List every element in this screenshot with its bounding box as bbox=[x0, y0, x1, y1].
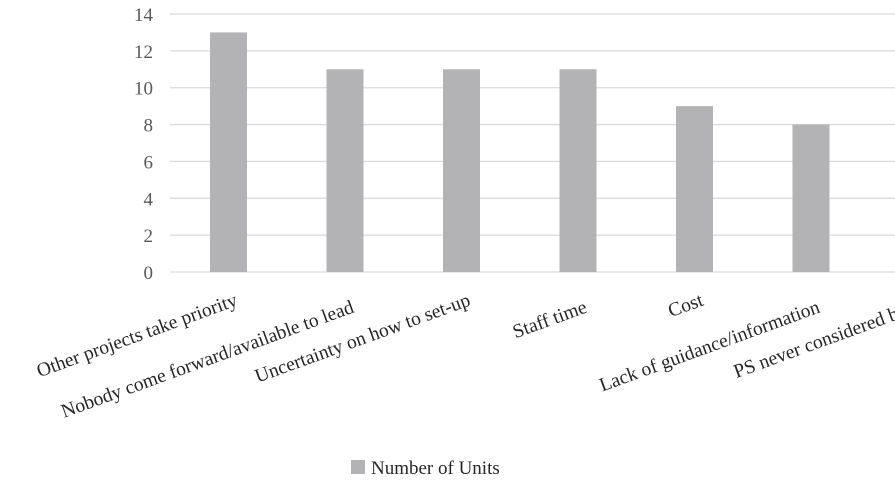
y-tick-label: 12 bbox=[134, 42, 153, 63]
y-axis-ticks: 0 2 4 6 8 10 12 14 bbox=[134, 5, 154, 284]
bar bbox=[559, 69, 597, 273]
bar bbox=[326, 69, 364, 273]
y-tick-label: 0 bbox=[144, 263, 154, 284]
y-tick-label: 2 bbox=[144, 226, 154, 247]
legend-swatch bbox=[351, 460, 365, 474]
gridlines bbox=[170, 13, 895, 273]
y-tick-label: 4 bbox=[144, 189, 154, 210]
y-tick-label: 6 bbox=[144, 152, 154, 173]
bars bbox=[210, 32, 830, 273]
x-tick-label: Staff time bbox=[510, 297, 590, 343]
y-tick-label: 8 bbox=[144, 116, 154, 137]
bar bbox=[443, 69, 480, 273]
legend: Number of Units bbox=[351, 458, 500, 479]
x-tick-label: Cost bbox=[665, 290, 706, 322]
bar bbox=[792, 124, 830, 272]
y-tick-label: 10 bbox=[134, 79, 153, 100]
bar bbox=[676, 106, 713, 273]
bar bbox=[210, 32, 247, 272]
y-tick-label: 14 bbox=[134, 5, 154, 26]
legend-label: Number of Units bbox=[371, 458, 500, 479]
